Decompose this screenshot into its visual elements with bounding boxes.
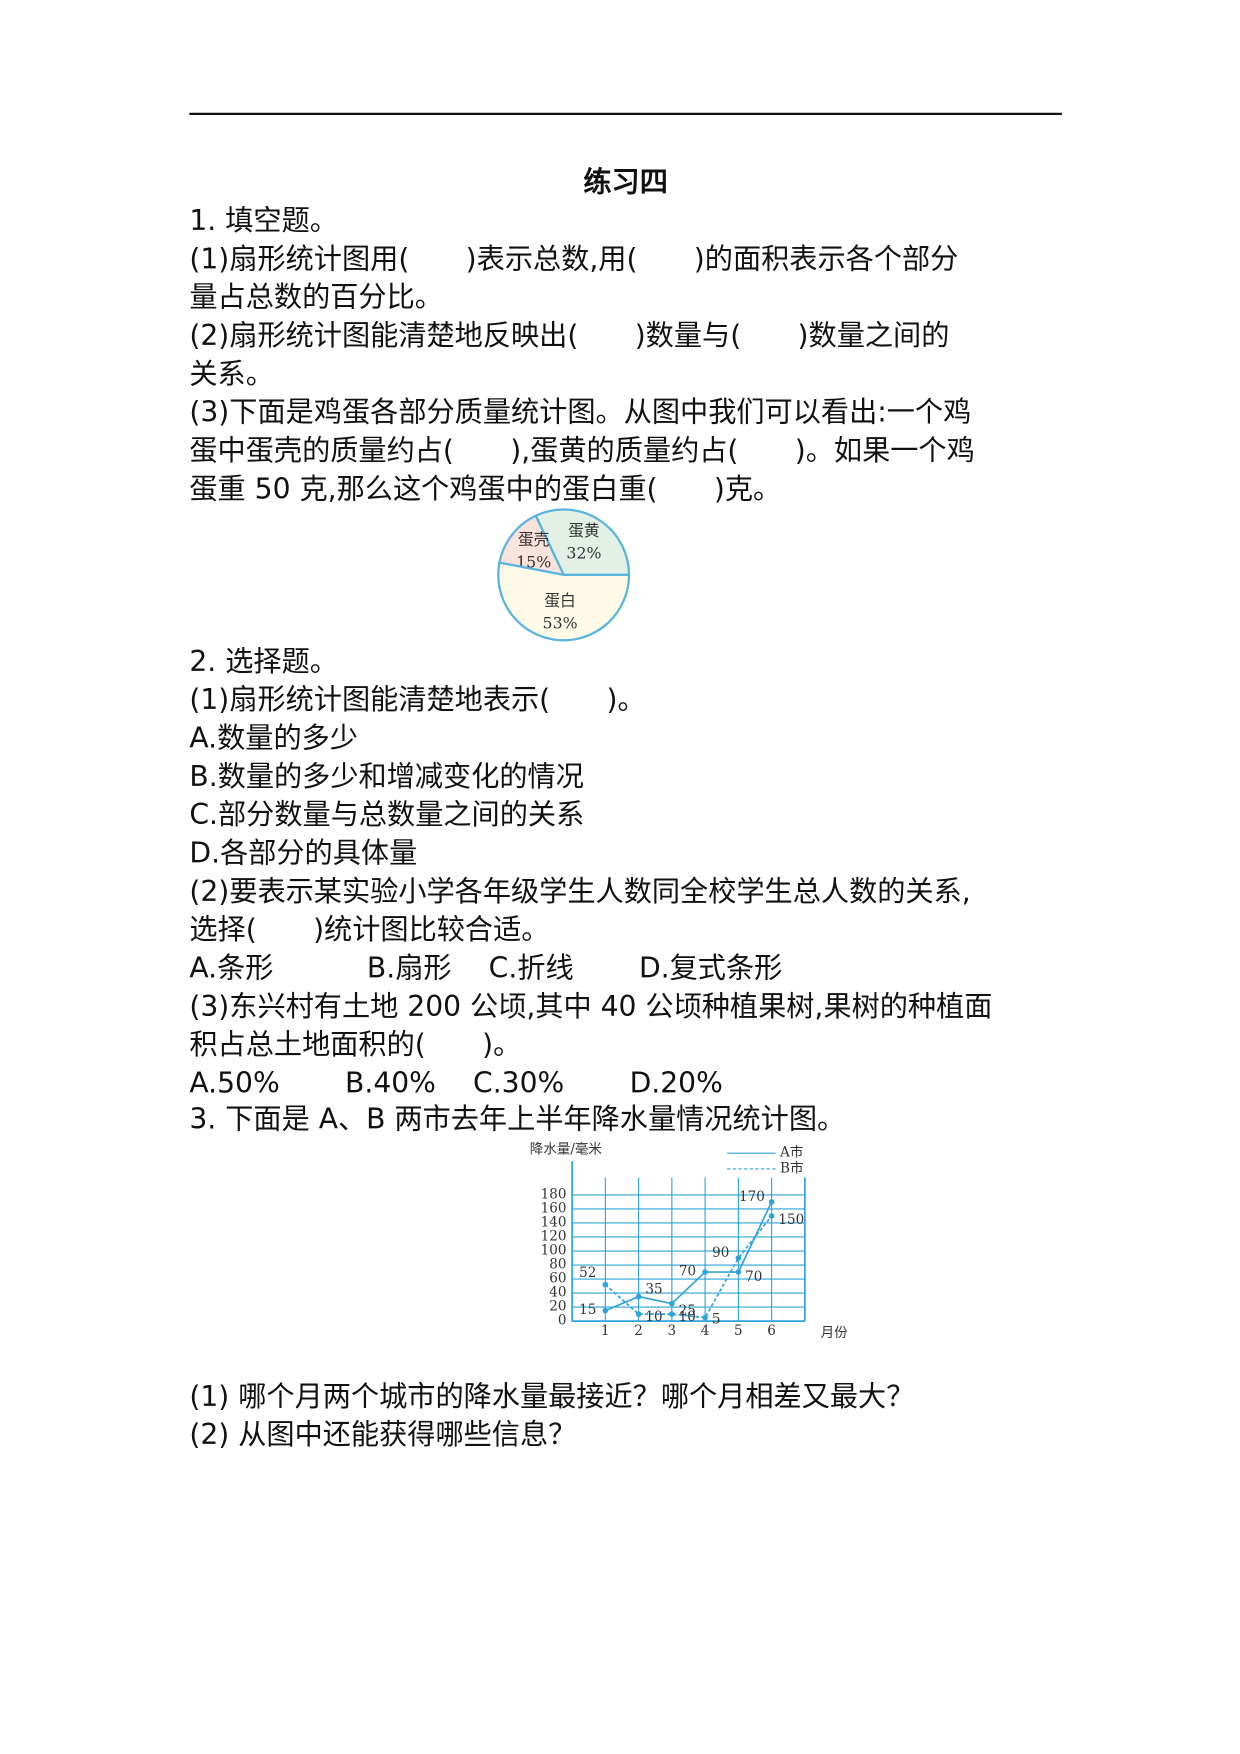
- data-label: 15: [579, 1302, 596, 1318]
- y-tick-label: 140: [541, 1214, 567, 1230]
- data-label: 70: [679, 1264, 696, 1280]
- text-line: (1)扇形统计图能清楚地表示( )。: [189, 683, 645, 716]
- text-line: C.部分数量与总数量之间的关系: [189, 798, 584, 831]
- text-line: 积占总土地面积的( )。: [189, 1028, 521, 1061]
- data-label: 10: [645, 1309, 662, 1325]
- data-point: [768, 1199, 775, 1205]
- y-tick-label: 100: [541, 1243, 567, 1259]
- slice-label: 32%: [566, 544, 601, 563]
- data-label: 90: [712, 1245, 729, 1261]
- y-tick-label: 160: [541, 1200, 567, 1216]
- slice-name: 蛋黄: [568, 521, 600, 540]
- data-point: [635, 1293, 642, 1300]
- y-tick-label: 0: [558, 1313, 567, 1329]
- y-tick-label: 60: [549, 1271, 566, 1287]
- y-tick-label: 120: [541, 1228, 567, 1244]
- data-point: [669, 1300, 675, 1307]
- page-title: 练习四: [583, 166, 668, 199]
- data-point: [702, 1269, 708, 1275]
- x-tick-label: 6: [767, 1323, 776, 1339]
- x-tick-label: 4: [701, 1323, 710, 1339]
- data-point: [735, 1269, 742, 1275]
- text-line: 蛋中蛋壳的质量约占( ),蛋黄的质量约占( )。如果一个鸡: [189, 434, 974, 467]
- pie-slice: [534, 508, 631, 577]
- text-line: 选择( )统计图比较合适。: [189, 913, 549, 946]
- x-tick-label: 3: [668, 1323, 677, 1339]
- text-line: A.50% B.40% C.30% D.20%: [189, 1066, 722, 1099]
- x-tick-label: 5: [734, 1323, 743, 1339]
- data-point: [735, 1255, 742, 1261]
- data-label: 35: [645, 1281, 662, 1297]
- q2-heading: 2. 选择题。: [189, 645, 338, 678]
- text-line: 关系。: [189, 357, 274, 390]
- text-line: (3)东兴村有土地 200 公顷,其中 40 公顷种植果树,果树的种植面: [189, 990, 992, 1023]
- legend-label: B市: [780, 1159, 803, 1176]
- text-line: B.数量的多少和增减变化的情况: [189, 760, 584, 793]
- q3-heading: 3. 下面是 A、B 两市去年上半年降水量情况统计图。: [189, 1102, 845, 1135]
- data-label: 10: [679, 1309, 696, 1325]
- slice-name: 蛋白: [544, 591, 576, 610]
- data-point: [635, 1311, 642, 1317]
- text-line: (1)扇形统计图用( )表示总数,用( )的面积表示各个部分: [189, 242, 958, 275]
- y-tick-label: 80: [549, 1257, 566, 1273]
- x-tick-label: 2: [634, 1323, 643, 1339]
- text-line: A.条形 B.扇形 C.折线 D.复式条形: [189, 951, 782, 984]
- question: (1) 哪个月两个城市的降水量最接近？哪个月相差又最大？: [189, 1380, 914, 1413]
- slice-name: 蛋壳: [518, 530, 550, 549]
- legend-label: A市: [779, 1144, 803, 1161]
- data-point: [602, 1307, 609, 1314]
- question: (2) 从图中还能获得哪些信息？: [189, 1418, 576, 1451]
- y-tick-label: 180: [541, 1186, 567, 1202]
- x-axis-label: 月份: [821, 1325, 849, 1341]
- data-line: [605, 1201, 773, 1312]
- text-line: 蛋重 50 克,那么这个鸡蛋中的蛋白重( )克。: [189, 472, 781, 505]
- y-tick-label: 20: [549, 1299, 566, 1315]
- data-label: 70: [745, 1269, 762, 1285]
- text-line: D.各部分的具体量: [189, 836, 417, 869]
- data-label: 5: [712, 1311, 721, 1327]
- slice-label: 53%: [543, 613, 578, 632]
- data-point: [602, 1281, 609, 1288]
- text-line: (2)扇形统计图能清楚地反映出( )数量与( )数量之间的: [189, 319, 949, 352]
- text-line: (3)下面是鸡蛋各部分质量统计图。从图中我们可以看出:一个鸡: [189, 396, 971, 429]
- data-point: [702, 1314, 708, 1321]
- pie-slice: [497, 561, 631, 642]
- text-line: 量占总数的百分比。: [189, 281, 443, 314]
- data-label: 25: [679, 1303, 696, 1319]
- data-label: 170: [739, 1189, 765, 1205]
- data-point: [768, 1213, 775, 1219]
- data-label: 52: [579, 1265, 596, 1281]
- data-line: [604, 1215, 773, 1319]
- data-label: 150: [778, 1212, 804, 1228]
- text-line: A.数量的多少: [189, 721, 358, 754]
- pie-slice: [498, 514, 566, 577]
- q1-heading: 1. 填空题。: [189, 204, 338, 237]
- data-point: [669, 1311, 675, 1317]
- y-axis-label: 降水量/毫米: [530, 1140, 603, 1157]
- y-tick-label: 40: [549, 1285, 566, 1301]
- x-tick-label: 1: [601, 1323, 610, 1339]
- text-line: (2)要表示某实验小学各年级学生人数同全校学生总人数的关系,: [189, 875, 970, 908]
